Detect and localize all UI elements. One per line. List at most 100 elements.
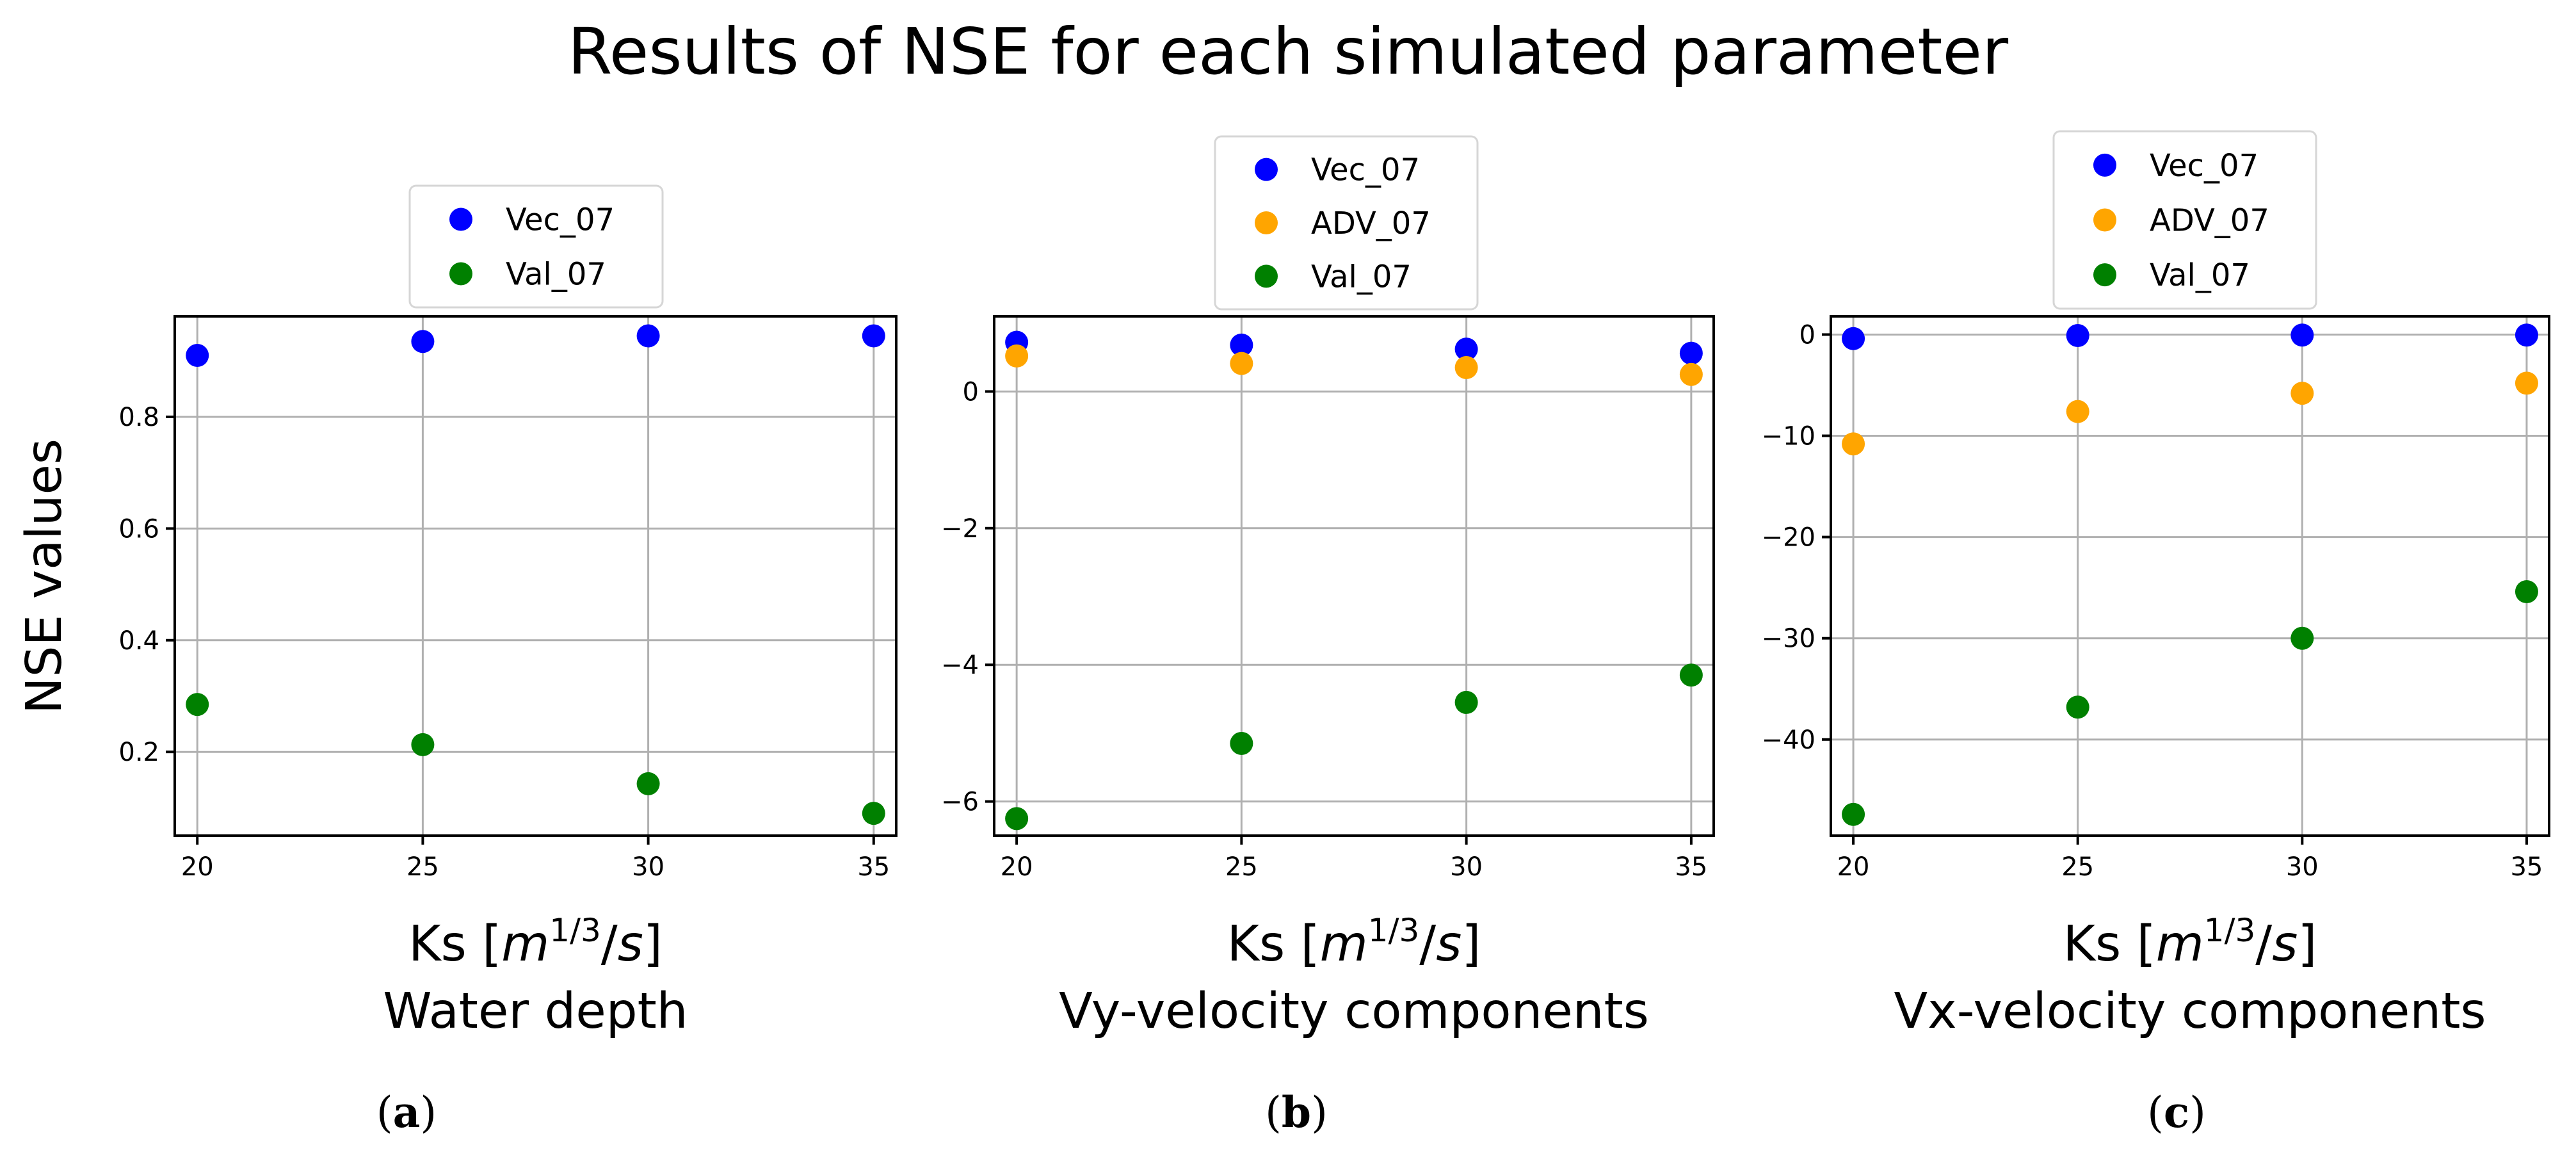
series-vec-07 (1842, 323, 2538, 350)
data-point (1005, 807, 1029, 831)
legend: Vec_07 ADV_07 Val_07 (1214, 135, 1479, 311)
data-point (1454, 690, 1478, 714)
data-point (411, 733, 435, 756)
data-point (1005, 344, 1029, 368)
data-point (411, 330, 435, 353)
y-tick-label: −20 (1762, 523, 1815, 553)
x-tick-label: 20 (181, 852, 214, 882)
panel-subtitle: Vy-velocity components (1059, 983, 1649, 1040)
data-point (1230, 352, 1253, 375)
chart-panel-c: 20 25 30 35 −40 −30 −20 −10 0 Vec_07 ADV_07 Val_07 K… (1762, 130, 2550, 1137)
series-adv-07 (1842, 371, 2538, 456)
series-vec-07 (186, 324, 885, 368)
data-point (2066, 324, 2089, 348)
x-tick-label: 25 (1225, 852, 1258, 882)
x-tick-label: 35 (2510, 852, 2543, 882)
data-point (2066, 400, 2089, 423)
data-point (1679, 341, 1703, 365)
data-point (636, 324, 660, 348)
y-tick-label: 0.2 (118, 738, 159, 767)
legend-marker (449, 262, 472, 286)
data-point (1679, 663, 1703, 687)
y-tick-label: −2 (941, 514, 979, 544)
series-val-07 (186, 693, 885, 825)
y-axis-label: NSE values (16, 439, 73, 714)
data-point (2515, 371, 2538, 395)
legend-label: ADV_07 (2150, 203, 2269, 239)
data-point (2515, 323, 2538, 347)
data-point (862, 324, 885, 348)
legend-box (1214, 135, 1479, 311)
x-tick-label: 25 (2061, 852, 2094, 882)
chart-panel-b: 20 25 30 35 −6 −4 −2 0 Vec_07 ADV_07 Val_07 Ks [m1/… (941, 135, 1715, 1137)
y-tick-label: −4 (941, 651, 979, 680)
data-point (1454, 356, 1478, 380)
y-tick-label: 0.8 (118, 403, 159, 432)
data-point (1230, 731, 1253, 755)
figure-title: Results of NSE for each simulated parame… (568, 14, 2009, 89)
x-tick-label: 25 (407, 852, 439, 882)
x-tick-label: 30 (2286, 852, 2319, 882)
data-point (2290, 323, 2314, 347)
legend-label: Vec_07 (2150, 148, 2258, 184)
legend-marker (2093, 263, 2116, 287)
x-axis-label: Ks [m1/3/s] (2063, 912, 2317, 973)
data-point (1842, 327, 1865, 350)
panel-subtitle: Vx-velocity components (1894, 983, 2486, 1040)
data-point (862, 802, 885, 825)
data-point (2290, 382, 2314, 405)
plot-frame (993, 315, 1715, 837)
data-point (1454, 337, 1478, 361)
x-tick-label: 35 (1675, 852, 1707, 882)
data-point (2515, 580, 2538, 604)
legend-label: Val_07 (1311, 259, 1412, 295)
data-point (186, 693, 209, 717)
y-tick-label: −6 (941, 788, 979, 817)
x-tick-label: 30 (1450, 852, 1483, 882)
x-tick-label: 20 (1001, 852, 1033, 882)
data-point (2066, 695, 2089, 719)
series-adv-07 (1005, 344, 1703, 386)
legend: Vec_07 ADV_07 Val_07 (2052, 130, 2317, 310)
legend-marker (449, 207, 472, 231)
y-tick-label: 0.4 (118, 626, 159, 656)
y-tick-label: 0 (1799, 320, 1815, 350)
legend: Vec_07 Val_07 (408, 184, 664, 309)
series-val-07 (1005, 663, 1703, 831)
series-val-07 (1842, 580, 2538, 826)
y-tick-label: −30 (1762, 624, 1815, 654)
legend-box (408, 184, 664, 309)
data-point (2290, 626, 2314, 650)
panel-subtitle: Water depth (383, 983, 688, 1040)
legend-marker (1255, 211, 1278, 234)
x-axis-label: Ks [m1/3/s] (408, 912, 663, 973)
legend-label: Vec_07 (1311, 152, 1420, 188)
legend-marker (1255, 158, 1278, 181)
legend-marker (1255, 264, 1278, 288)
data-point (186, 344, 209, 368)
chart-panels: 20 25 30 35 0.2 0.4 0.6 0.8 Vec_07 Val_07 Ks [m1/3… (118, 130, 2550, 1137)
x-tick-label: 35 (857, 852, 890, 882)
legend-label: Vec_07 (506, 202, 615, 238)
y-tick-label: −40 (1762, 726, 1815, 755)
panel-label: (c) (2147, 1087, 2206, 1137)
chart-panel-a: 20 25 30 35 0.2 0.4 0.6 0.8 Vec_07 Val_07 Ks [m1/3… (118, 184, 898, 1137)
legend-box (2052, 130, 2317, 310)
legend-label: ADV_07 (1311, 206, 1431, 241)
plot-frame (173, 315, 898, 837)
y-tick-label: 0.6 (118, 514, 159, 544)
legend-label: Val_07 (2150, 257, 2250, 293)
data-point (1679, 362, 1703, 386)
data-point (1230, 333, 1253, 357)
x-tick-label: 30 (632, 852, 664, 882)
data-point (1842, 802, 1865, 826)
panel-label: (a) (376, 1087, 437, 1137)
legend-marker (2093, 208, 2116, 232)
panel-label: (b) (1265, 1087, 1328, 1137)
x-tick-label: 20 (1837, 852, 1870, 882)
y-tick-label: −10 (1762, 422, 1815, 451)
x-axis-label: Ks [m1/3/s] (1227, 912, 1481, 973)
legend-marker (2093, 153, 2116, 177)
y-tick-label: 0 (963, 377, 979, 407)
